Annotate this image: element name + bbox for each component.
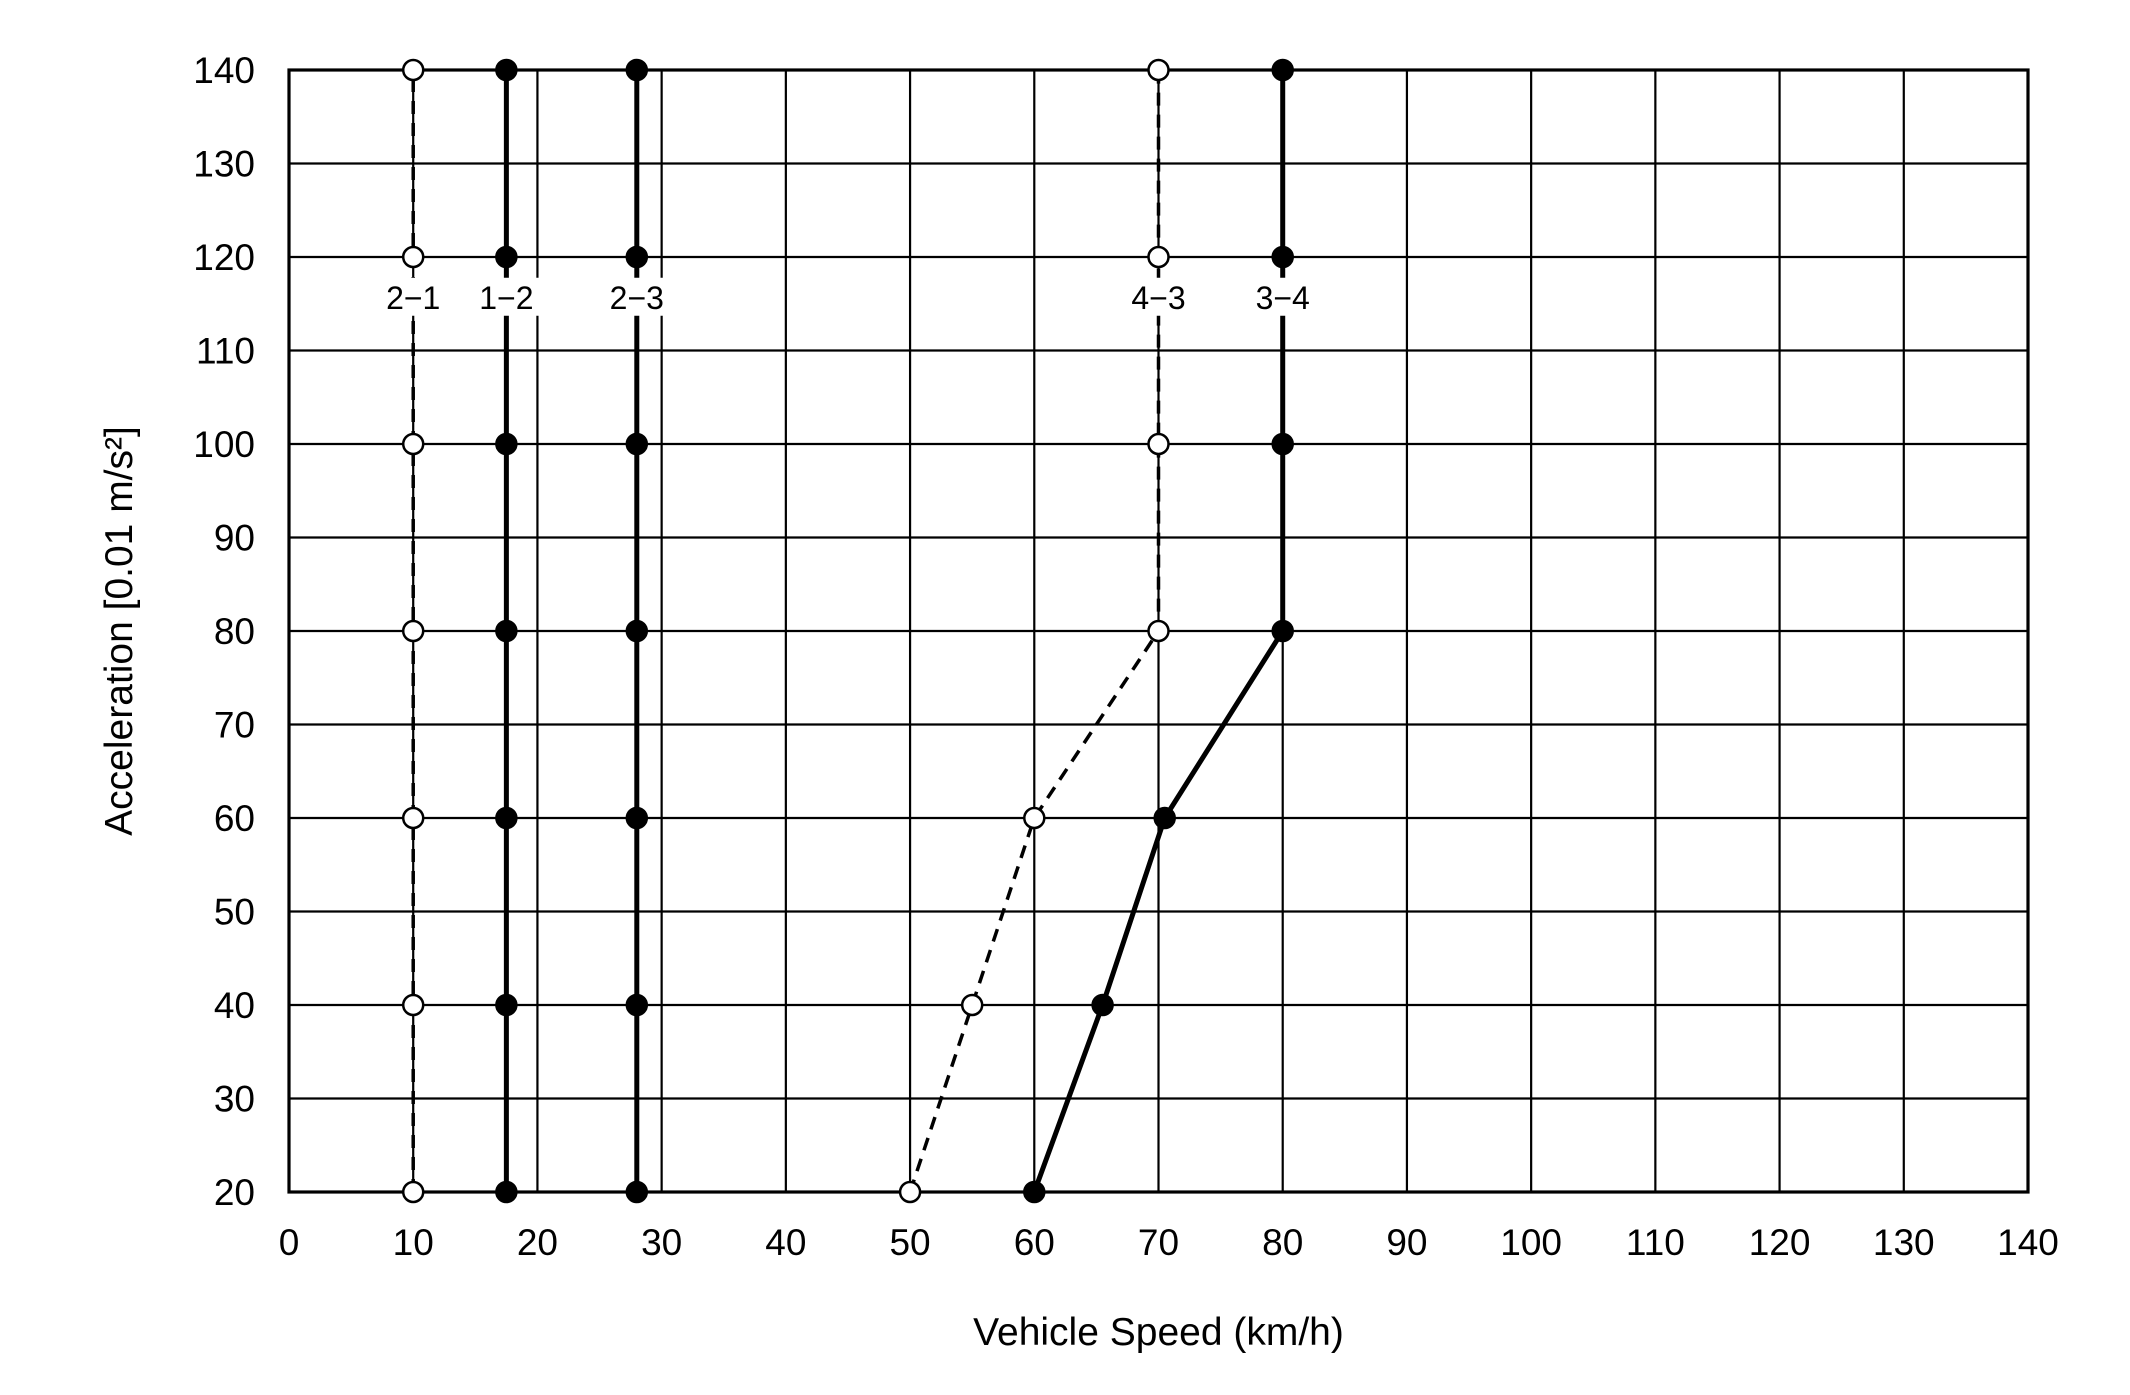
x-tick-label: 60 (1014, 1222, 1055, 1263)
x-tick-label: 0 (279, 1222, 300, 1263)
grid-lines (287, 68, 2030, 1194)
data-point (401, 58, 425, 82)
x-tick-label: 10 (393, 1222, 434, 1263)
data-point (625, 993, 649, 1017)
series-label: 2−3 (610, 280, 664, 316)
data-point (495, 58, 518, 82)
x-tick-label: 80 (1262, 1222, 1303, 1263)
x-tick-label: 100 (1500, 1222, 1562, 1263)
data-point (495, 993, 518, 1017)
y-axis-tick-labels: 20 30 40 50 60 70 80 90 100 110 120 130 140 (193, 50, 255, 1213)
x-tick-label: 120 (1749, 1222, 1811, 1263)
series-labels: 2−1 1−2 2−3 4−3 3−4 (379, 277, 1317, 316)
y-tick-label: 40 (214, 985, 255, 1026)
data-point (625, 432, 649, 456)
data-point (898, 1180, 922, 1204)
series-label-background (472, 277, 541, 316)
x-tick-label: 20 (517, 1222, 558, 1263)
data-point (495, 245, 518, 269)
data-point (401, 806, 425, 830)
y-tick-label: 20 (214, 1172, 255, 1213)
x-axis-tick-labels: 0 10 20 30 40 50 60 70 80 90 100 110 120 130 140 (279, 1222, 2059, 1263)
x-tick-label: 50 (889, 1222, 930, 1263)
data-point (495, 432, 518, 456)
data-point (1271, 245, 1294, 269)
series-label: 4−3 (1131, 280, 1185, 316)
x-axis-title: Vehicle Speed (km/h) (973, 1311, 1344, 1354)
data-point (625, 58, 649, 82)
data-point (401, 619, 425, 643)
data-point (401, 245, 425, 269)
data-point (1271, 58, 1294, 82)
data-point (1023, 1180, 1046, 1204)
y-tick-label: 120 (193, 237, 255, 278)
data-point (495, 619, 518, 643)
data-point (1271, 619, 1294, 643)
y-tick-label: 30 (214, 1079, 255, 1120)
series-label-background (602, 277, 671, 316)
series-label: 1−2 (479, 280, 533, 316)
data-point (1147, 619, 1170, 643)
series-label: 3−4 (1256, 280, 1310, 316)
data-point (1147, 245, 1170, 269)
x-tick-label: 90 (1386, 1222, 1427, 1263)
y-tick-label: 70 (214, 705, 255, 746)
data-point (625, 619, 649, 643)
data-point (1147, 432, 1170, 456)
data-point (495, 1180, 518, 1204)
y-tick-label: 90 (214, 518, 255, 559)
y-axis-title: Acceleration [0.01 m/s²] (98, 426, 141, 836)
y-tick-label: 130 (193, 144, 255, 185)
series-label-background (1124, 277, 1193, 316)
x-tick-label: 140 (1997, 1222, 2059, 1263)
data-point (1153, 806, 1176, 830)
y-tick-label: 60 (214, 798, 255, 839)
series-markers (401, 58, 1294, 1204)
data-point (1023, 806, 1046, 830)
x-tick-label: 70 (1138, 1222, 1179, 1263)
data-point (401, 993, 425, 1017)
data-point (401, 1180, 425, 1204)
y-tick-label: 140 (193, 50, 255, 91)
data-point (401, 432, 425, 456)
data-point (960, 993, 984, 1017)
y-tick-label: 50 (214, 892, 255, 933)
data-point (1091, 993, 1114, 1017)
y-tick-label: 110 (196, 331, 255, 372)
x-tick-label: 110 (1626, 1222, 1685, 1263)
x-tick-label: 130 (1873, 1222, 1935, 1263)
x-tick-label: 30 (641, 1222, 682, 1263)
series-label-background (379, 277, 448, 316)
data-point (1147, 58, 1170, 82)
data-point (625, 1180, 649, 1204)
series-label: 2−1 (386, 280, 440, 316)
y-tick-label: 80 (214, 611, 255, 652)
y-tick-label: 100 (193, 424, 255, 465)
data-point (495, 806, 518, 830)
series-label-background (1248, 277, 1317, 316)
x-tick-label: 40 (765, 1222, 806, 1263)
data-point (625, 806, 649, 830)
data-point (1271, 432, 1294, 456)
data-point (625, 245, 649, 269)
